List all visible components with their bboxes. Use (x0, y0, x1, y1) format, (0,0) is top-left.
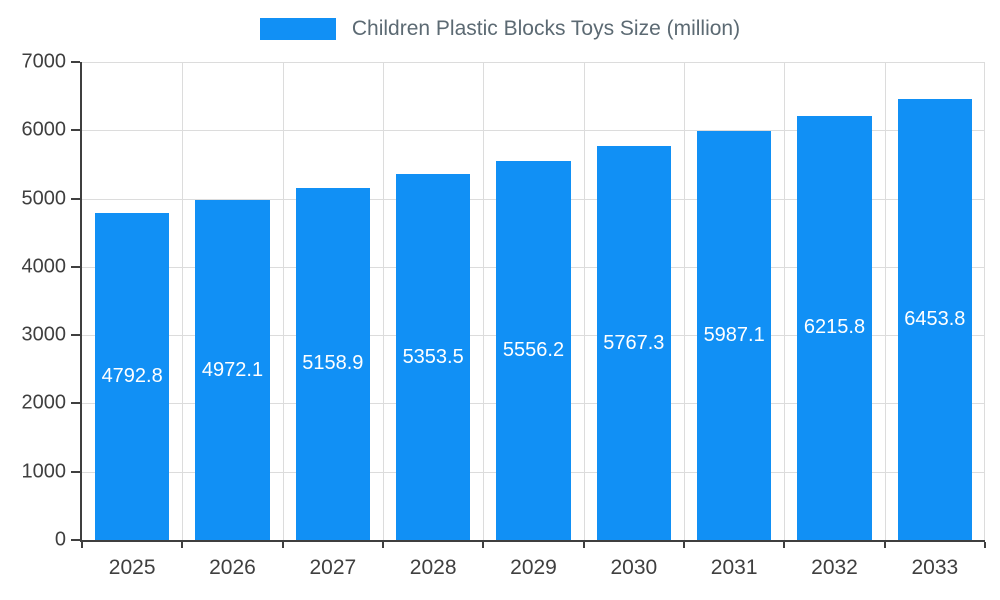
vertical-gridline (683, 62, 685, 540)
x-axis-tick-label: 2031 (710, 556, 758, 579)
x-axis-tick (281, 542, 284, 548)
bar[interactable]: 4972.1 (195, 200, 270, 540)
x-axis-tick-label: 2033 (911, 556, 959, 579)
bar[interactable]: 4792.8 (95, 212, 170, 540)
vertical-gridline (583, 62, 585, 540)
bar-value-label: 5556.2 (502, 338, 565, 361)
x-axis-tick (682, 542, 685, 548)
x-axis-tick (181, 542, 184, 548)
y-axis-tick-label: 2000 (21, 391, 67, 414)
y-axis-tick-label: 4000 (21, 255, 67, 278)
bar-value-label: 5767.3 (603, 331, 665, 354)
bar-value-label: 5987.1 (703, 324, 765, 347)
bar[interactable]: 6453.8 (897, 99, 972, 540)
y-axis-tick (71, 265, 80, 268)
x-axis-tick (482, 542, 485, 548)
y-axis-tick-label: 0 (54, 528, 66, 551)
vertical-gridline (884, 62, 886, 540)
vertical-gridline (282, 62, 284, 540)
bar[interactable]: 6215.8 (797, 115, 872, 540)
y-axis-tick (71, 61, 80, 63)
y-axis-tick-label: 1000 (21, 460, 67, 483)
bar[interactable]: 5556.2 (496, 160, 571, 540)
bar-value-label: 4792.8 (101, 364, 163, 387)
x-axis-tick (984, 542, 986, 548)
x-axis-tick-label: 2032 (811, 556, 858, 579)
legend-swatch-icon (259, 18, 336, 40)
x-axis-ticks (81, 542, 986, 549)
bar[interactable]: 5158.9 (295, 187, 370, 540)
bar-value-label: 4972.1 (201, 358, 264, 381)
bar-value-label: 5353.5 (402, 345, 464, 368)
x-axis-tick-label: 2028 (409, 556, 457, 579)
y-axis-tick (71, 539, 80, 541)
bar[interactable]: 5353.5 (396, 174, 471, 540)
plot-area: 4792.8 4972.1 5158.9 5353.5 5556.2 5767.3 5987… (80, 62, 985, 542)
y-axis-tick-label: 5000 (21, 187, 67, 210)
x-axis-tick-label: 2025 (108, 556, 156, 579)
y-axis-tick-label: 7000 (21, 50, 67, 73)
bar-value-label: 5158.9 (302, 352, 364, 375)
y-axis-labels: 0 1000 2000 3000 4000 5000 6000 7000 (0, 51, 67, 551)
y-axis-ticks (71, 61, 80, 541)
x-axis-tick-label: 2027 (309, 556, 357, 579)
y-axis-tick (71, 197, 80, 200)
legend-label: Children Plastic Blocks Toys Size (milli… (351, 17, 741, 40)
legend[interactable]: Children Plastic Blocks Toys Size (milli… (0, 17, 1000, 41)
vertical-gridline (784, 62, 786, 540)
vertical-gridline (182, 62, 184, 540)
x-axis-tick (582, 542, 585, 548)
bar-value-label: 6215.8 (803, 316, 866, 339)
y-axis-tick-label: 6000 (21, 118, 67, 141)
y-axis-tick-label: 3000 (21, 323, 67, 346)
x-axis-tick (783, 542, 786, 548)
y-axis-tick (71, 470, 80, 473)
horizontal-gridline (82, 62, 985, 63)
x-axis-tick (381, 542, 384, 548)
bar[interactable]: 5767.3 (596, 146, 671, 540)
y-axis-tick (71, 402, 80, 405)
horizontal-gridline (82, 130, 985, 132)
bar[interactable]: 5987.1 (697, 131, 772, 540)
bar-value-label: 6453.8 (904, 308, 966, 331)
vertical-gridline (382, 62, 384, 540)
x-axis-tick (81, 542, 83, 548)
x-axis-tick (883, 542, 886, 548)
y-axis-tick (71, 129, 80, 132)
y-axis-tick (71, 334, 80, 337)
x-axis-tick-label: 2030 (610, 556, 658, 579)
x-axis-labels: 2025 2026 2027 2028 2029 2030 2031 2032 2033 (82, 556, 985, 586)
vertical-gridline (984, 62, 985, 540)
vertical-gridline (483, 62, 485, 540)
x-axis-tick-label: 2029 (510, 556, 557, 579)
x-axis-tick-label: 2026 (209, 556, 256, 579)
